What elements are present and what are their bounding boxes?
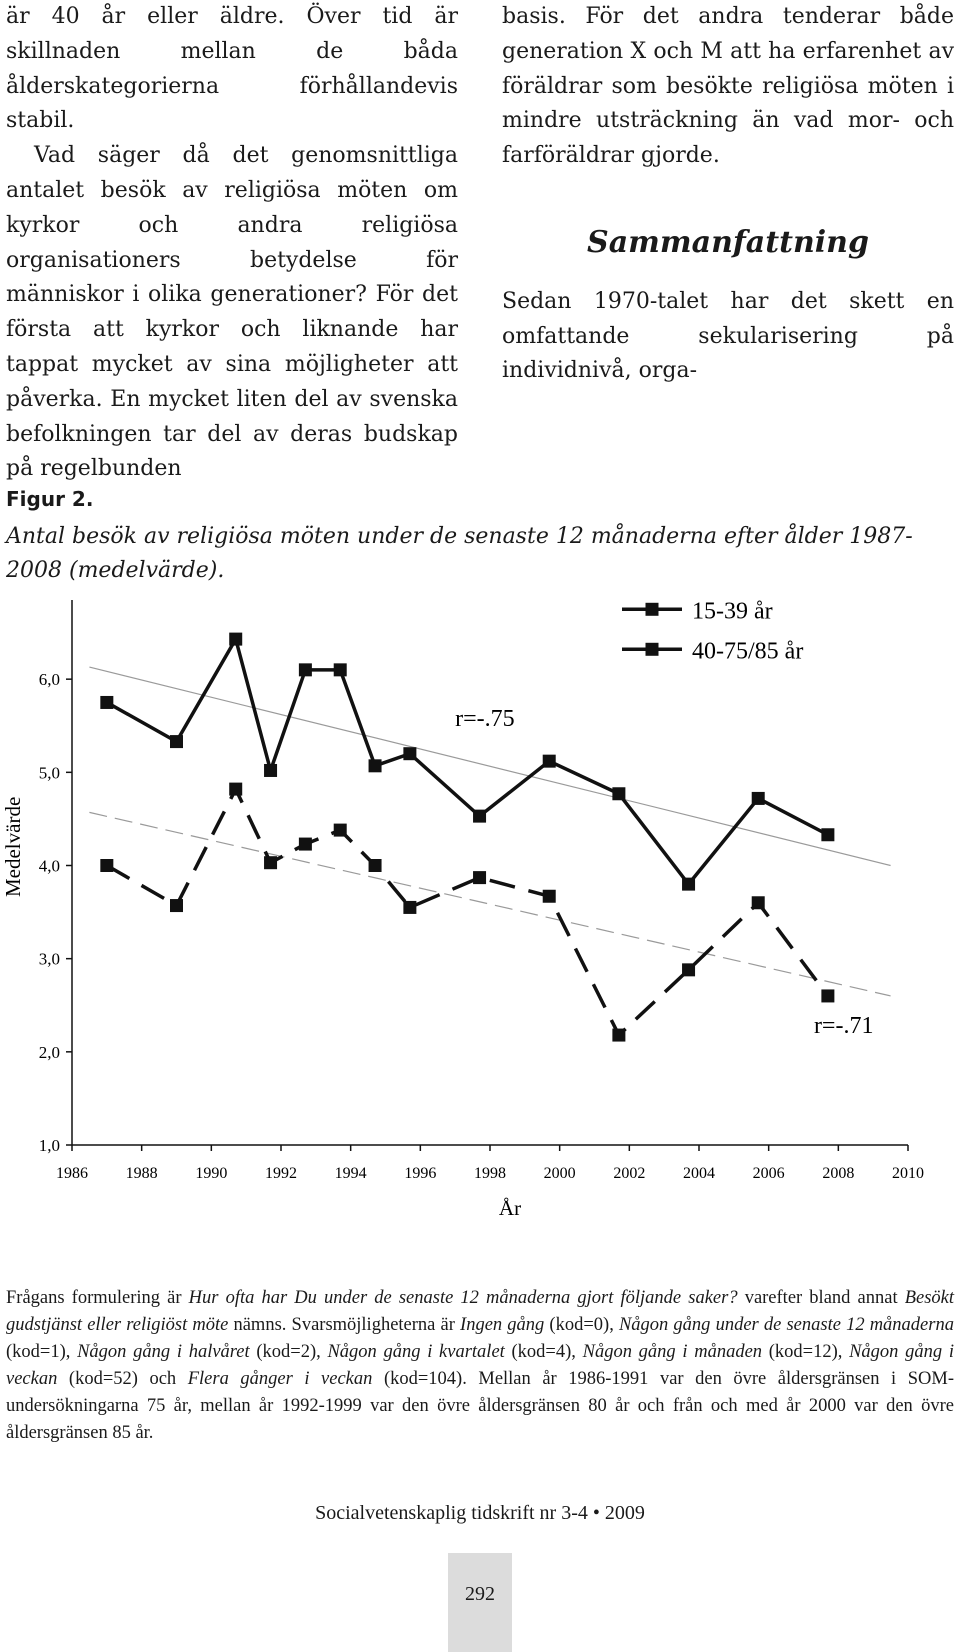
trendline — [89, 666, 891, 867]
data-point — [100, 695, 114, 709]
right-column: basis. För det andra tenderar både gener… — [502, 0, 954, 389]
footnote-segment: (kod=1), — [6, 1342, 78, 1362]
data-point — [403, 747, 417, 761]
data-point — [264, 763, 278, 777]
footnote-segment: Någon gång i halvåret — [77, 1342, 250, 1362]
y-tick-label: 4,0 — [39, 857, 60, 876]
data-point — [473, 871, 487, 885]
data-point — [473, 809, 487, 823]
data-point — [542, 754, 556, 768]
x-tick-label: 2002 — [613, 1165, 645, 1182]
footnote-segment: Ingen gång — [460, 1315, 545, 1335]
legend-marker — [645, 642, 659, 656]
chart-trendlines — [89, 666, 891, 997]
data-point — [298, 837, 312, 851]
x-tick-label: 2010 — [892, 1165, 924, 1182]
x-tick-label: 2000 — [544, 1165, 576, 1182]
footnote-segment: Besökt gudstjänst eller religiöst möte — [6, 1288, 955, 1335]
footnote-segment: Någon gång i veckan — [6, 1342, 954, 1389]
x-tick-label: 2004 — [683, 1165, 715, 1182]
footnote-segment: Någon gång i kvartalet — [327, 1342, 505, 1362]
data-point — [333, 663, 347, 677]
data-point — [229, 782, 243, 796]
page-number: 292 — [465, 1583, 495, 1605]
chart-series — [100, 632, 835, 1042]
data-point — [612, 787, 626, 801]
correlation-label: r=-.75 — [455, 706, 515, 732]
x-tick-label: 1988 — [126, 1165, 158, 1182]
data-point — [821, 989, 835, 1003]
footnote-segment: varefter bland annat — [737, 1288, 905, 1308]
data-point — [403, 900, 417, 914]
figure-footnote: Frågans formulering är Hur ofta har Du u… — [6, 1285, 954, 1447]
data-point — [298, 663, 312, 677]
trendline — [89, 811, 891, 997]
left-paragraph-2: Vad säger då det genomsnittliga antalet … — [6, 143, 458, 482]
footnote-segment: nämns. Svarsmöjligheterna är — [228, 1315, 461, 1335]
line-chart: 1,02,03,04,05,06,07,01986198819901992199… — [1, 600, 924, 1220]
x-tick-label: 1996 — [404, 1165, 436, 1182]
figure-title: Antal besök av religiösa möten under de … — [6, 524, 913, 583]
section-heading: Sammanfattning — [587, 224, 869, 260]
x-tick-label: 1994 — [335, 1165, 367, 1182]
chart-legend: 15-39 år 40-75/85 år — [622, 600, 803, 664]
footnote-segment: Frågans formulering är — [6, 1288, 189, 1308]
y-tick-label: 1,0 — [39, 1136, 60, 1155]
chart-axes — [66, 600, 909, 1151]
data-point — [170, 735, 183, 749]
right-paragraph-1: basis. För det andra tenderar både gener… — [502, 4, 954, 169]
right-paragraph-2: Sedan 1970-talet har det skett en omfatt… — [502, 288, 954, 384]
data-point — [368, 759, 382, 773]
page-number-box: 292 — [448, 1553, 512, 1652]
series-line — [105, 634, 829, 887]
legend-label: 40-75/85 år — [692, 638, 803, 664]
correlation-label: r=-.71 — [814, 1013, 874, 1039]
left-column: är 40 år eller äldre. Över tid är skilln… — [6, 0, 458, 487]
footnote-segment: Någon gång i månaden — [582, 1342, 763, 1362]
chart-labels: 1,02,03,04,05,06,07,01986198819901992199… — [1, 670, 924, 1220]
y-axis-title: Medelvärde — [1, 797, 25, 897]
data-point — [333, 823, 347, 837]
footnote-segment: Någon gång under de senaste 12 månaderna — [618, 1315, 954, 1335]
legend-label: 15-39 år — [692, 600, 773, 624]
data-point — [682, 877, 696, 891]
left-paragraph-1: är 40 år eller äldre. Över tid är skilln… — [6, 4, 458, 134]
y-tick-label: 6,0 — [39, 670, 60, 689]
data-point — [751, 896, 765, 910]
footnote-segment: (kod=4), — [504, 1342, 583, 1362]
x-axis-title: År — [499, 1196, 521, 1220]
x-tick-label: 1992 — [265, 1165, 297, 1182]
data-point — [821, 828, 835, 842]
data-point — [542, 889, 556, 903]
data-point — [264, 856, 278, 870]
journal-footer: Socialvetenskaplig tidskrift nr 3-4 • 20… — [315, 1502, 645, 1524]
footnote-segment: Flera gånger i veckan — [187, 1369, 373, 1389]
x-tick-label: 2006 — [753, 1165, 785, 1182]
footnote-segment: (kod=52) och — [57, 1369, 188, 1389]
y-tick-label: 3,0 — [39, 950, 60, 969]
x-tick-label: 1990 — [195, 1165, 227, 1182]
footnote-segment: (kod=0), — [544, 1315, 619, 1335]
data-point — [170, 899, 183, 913]
data-point — [229, 632, 243, 646]
x-tick-label: 1986 — [56, 1165, 88, 1182]
footnote-segment: (kod=2), — [249, 1342, 328, 1362]
footnote-segment: (kod=104). Mellan år 1986-1991 var den ö… — [6, 1369, 955, 1443]
footnote-segment: (kod=12), — [762, 1342, 850, 1362]
y-tick-label: 2,0 — [39, 1043, 60, 1062]
x-tick-label: 2008 — [822, 1165, 854, 1182]
data-point — [100, 859, 114, 872]
x-tick-label: 1998 — [474, 1165, 506, 1182]
figure-label: Figur 2. — [6, 487, 94, 511]
footnote-segment: Hur ofta har Du under de senaste 12 måna… — [188, 1288, 738, 1308]
data-point — [682, 963, 696, 977]
series-line — [105, 785, 830, 1038]
data-point — [368, 859, 382, 872]
legend-marker — [645, 602, 659, 616]
data-point — [751, 791, 765, 805]
data-point — [612, 1028, 626, 1042]
y-tick-label: 5,0 — [39, 763, 60, 782]
